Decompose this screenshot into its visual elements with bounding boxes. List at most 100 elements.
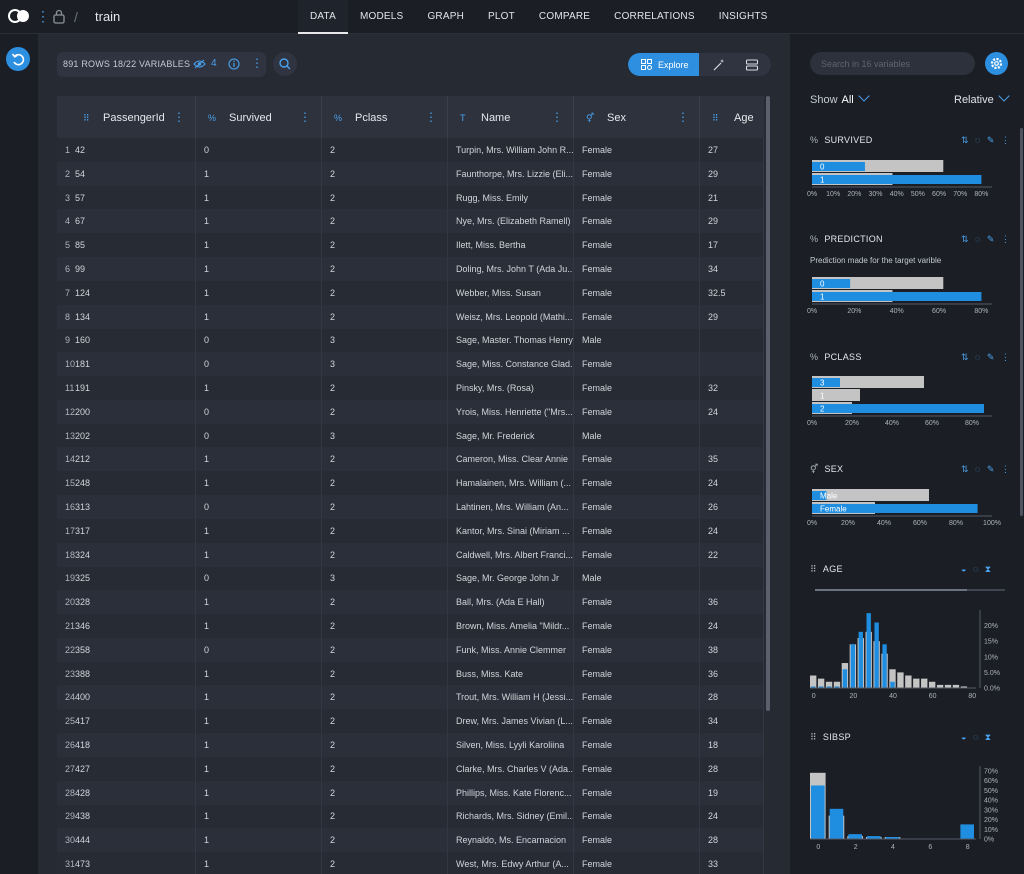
table-row[interactable]: 20 328 1 2 Ball, Mrs. (Ada E Hall) Female 36 bbox=[57, 590, 764, 615]
table-cell[interactable]: 1 bbox=[196, 852, 322, 874]
table-cell[interactable]: 57 bbox=[75, 185, 196, 210]
table-cell[interactable]: 21 bbox=[700, 185, 764, 210]
table-cell[interactable]: Drew, Mrs. James Vivian (L... bbox=[448, 709, 574, 734]
table-cell[interactable]: 212 bbox=[75, 447, 196, 472]
table-cell[interactable]: Turpin, Mrs. William John R... bbox=[448, 138, 574, 162]
table-cell[interactable]: Pinsky, Mrs. (Rosa) bbox=[448, 376, 574, 400]
table-row[interactable]: 7 124 1 2 Webber, Miss. Susan Female 32.5 bbox=[57, 280, 764, 305]
table-row[interactable]: 3 57 1 2 Rugg, Miss. Emily Female 21 bbox=[57, 185, 764, 210]
table-row[interactable]: 11 191 1 2 Pinsky, Mrs. (Rosa) Female 32 bbox=[57, 376, 764, 400]
table-cell[interactable]: 438 bbox=[75, 804, 196, 829]
table-row[interactable]: 16 313 0 2 Lahtinen, Mrs. William (An... Fema… bbox=[57, 495, 764, 519]
table-cell[interactable]: 2 bbox=[322, 804, 448, 829]
info-icon[interactable] bbox=[228, 58, 240, 70]
table-cell[interactable]: 1 bbox=[196, 685, 322, 710]
tab-models[interactable]: MODELS bbox=[360, 11, 404, 22]
table-row[interactable]: 23 388 1 2 Buss, Miss. Kate Female 36 bbox=[57, 661, 764, 686]
table-cell[interactable]: Webber, Miss. Susan bbox=[448, 280, 574, 305]
table-cell[interactable]: 400 bbox=[75, 685, 196, 710]
table-cell[interactable]: 0 bbox=[196, 328, 322, 353]
table-cell[interactable]: 134 bbox=[75, 304, 196, 329]
tab-graph[interactable]: GRAPH bbox=[427, 11, 464, 22]
table-cell[interactable]: Female bbox=[574, 161, 700, 186]
table-cell[interactable]: 54 bbox=[75, 161, 196, 186]
table-cell[interactable]: 2 bbox=[322, 756, 448, 781]
table-cell[interactable]: 24 bbox=[700, 614, 764, 638]
table-cell[interactable]: 2 bbox=[322, 447, 448, 472]
table-cell[interactable]: Rugg, Miss. Emily bbox=[448, 185, 574, 210]
table-cell[interactable]: 388 bbox=[75, 661, 196, 686]
table-cell[interactable]: 36 bbox=[700, 661, 764, 686]
table-cell[interactable]: 18 bbox=[700, 733, 764, 757]
table-cell[interactable]: 1 bbox=[196, 518, 322, 543]
tab-insights[interactable]: INSIGHTS bbox=[718, 11, 768, 22]
table-row[interactable]: 14 212 1 2 Cameron, Miss. Clear Annie Female 3… bbox=[57, 447, 764, 472]
table-cell[interactable]: 0 bbox=[196, 566, 322, 591]
table-row[interactable]: 26 418 1 2 Silven, Miss. Lyyli Karoliina Fema… bbox=[57, 733, 764, 757]
table-cell[interactable]: 2 bbox=[322, 257, 448, 281]
table-row[interactable]: 30 444 1 2 Reynaldo, Ms. Encarnacion Female 28 bbox=[57, 828, 764, 853]
table-cell[interactable]: 1 bbox=[196, 447, 322, 472]
table-cell[interactable]: 0 bbox=[196, 399, 322, 424]
table-row[interactable]: 13 202 0 3 Sage, Mr. Frederick Male bbox=[57, 423, 764, 448]
scale-selector[interactable]: Relative bbox=[954, 90, 1010, 106]
undo-button[interactable] bbox=[6, 47, 30, 71]
table-cell[interactable]: 2 bbox=[322, 852, 448, 874]
dataset-summary-chip[interactable]: 891 ROWS 18/22 VARIABLES 4 ⋮ bbox=[57, 52, 266, 77]
table-cell[interactable]: 2 bbox=[322, 161, 448, 186]
table-cell[interactable]: 26 bbox=[700, 495, 764, 519]
table-cell[interactable] bbox=[700, 566, 764, 591]
table-cell[interactable]: 328 bbox=[75, 590, 196, 615]
table-cell[interactable]: Hamalainen, Mrs. William (... bbox=[448, 471, 574, 496]
table-cell[interactable]: Ilett, Miss. Bertha bbox=[448, 233, 574, 258]
table-cell[interactable]: Female bbox=[574, 185, 700, 210]
table-row[interactable]: 15 248 1 2 Hamalainen, Mrs. William (... Fema… bbox=[57, 471, 764, 496]
table-cell[interactable]: Clarke, Mrs. Charles V (Ada... bbox=[448, 756, 574, 781]
table-cell[interactable]: Nye, Mrs. (Elizabeth Ramell) bbox=[448, 209, 574, 234]
col-header-name[interactable]: T Name ⋮ bbox=[448, 96, 574, 138]
table-row[interactable]: 29 438 1 2 Richards, Mrs. Sidney (Emil... Fem… bbox=[57, 804, 764, 829]
variable-actions[interactable]: ◒ ◌ ⧗ bbox=[961, 564, 994, 574]
table-cell[interactable]: Reynaldo, Ms. Encarnacion bbox=[448, 828, 574, 853]
variable-actions[interactable]: ◒ ◌ ⧗ bbox=[961, 732, 994, 742]
dataset-menu-kebab-icon[interactable]: ⋮ bbox=[251, 56, 263, 70]
table-cell[interactable]: Female bbox=[574, 304, 700, 329]
table-row[interactable]: 28 428 1 2 Phillips, Miss. Kate Florenc... Fe… bbox=[57, 780, 764, 805]
column-menu-kebab-icon[interactable]: ⋮ bbox=[299, 110, 311, 124]
table-row[interactable]: 22 358 0 2 Funk, Miss. Annie Clemmer Female 38 bbox=[57, 637, 764, 662]
table-cell[interactable]: West, Mrs. Edwy Arthur (A... bbox=[448, 852, 574, 874]
table-cell[interactable]: Female bbox=[574, 661, 700, 686]
table-cell[interactable]: 2 bbox=[322, 471, 448, 496]
table-row[interactable]: 24 400 1 2 Trout, Mrs. William H (Jessi... Fe… bbox=[57, 685, 764, 710]
table-row[interactable]: 19 325 0 3 Sage, Mr. George John Jr Male bbox=[57, 566, 764, 591]
table-cell[interactable]: 35 bbox=[700, 447, 764, 472]
explore-mode-button[interactable]: Explore bbox=[628, 53, 699, 76]
rows-view-icon[interactable] bbox=[745, 58, 759, 72]
table-cell[interactable]: Sage, Mr. George John Jr bbox=[448, 566, 574, 591]
table-cell[interactable]: 1 bbox=[196, 709, 322, 734]
col-header-pclass[interactable]: % Pclass ⋮ bbox=[322, 96, 448, 138]
table-cell[interactable] bbox=[700, 423, 764, 448]
table-cell[interactable]: 248 bbox=[75, 471, 196, 496]
table-cell[interactable]: 2 bbox=[322, 138, 448, 162]
table-cell[interactable]: Female bbox=[574, 709, 700, 734]
table-cell[interactable]: 3 bbox=[322, 328, 448, 353]
table-scrollbar[interactable] bbox=[766, 96, 770, 711]
table-cell[interactable]: 2 bbox=[322, 828, 448, 853]
table-cell[interactable]: Yrois, Miss. Henriette ("Mrs... bbox=[448, 399, 574, 424]
table-cell[interactable]: Male bbox=[574, 423, 700, 448]
table-cell[interactable]: Female bbox=[574, 495, 700, 519]
panel-settings-button[interactable] bbox=[985, 52, 1008, 75]
table-cell[interactable]: 2 bbox=[322, 304, 448, 329]
table-cell[interactable]: 2 bbox=[322, 780, 448, 805]
table-cell[interactable]: 19 bbox=[700, 780, 764, 805]
table-cell[interactable]: 0 bbox=[196, 352, 322, 377]
table-cell[interactable] bbox=[700, 352, 764, 377]
table-cell[interactable]: 2 bbox=[322, 590, 448, 615]
table-cell[interactable]: Female bbox=[574, 804, 700, 829]
table-cell[interactable]: Weisz, Mrs. Leopold (Mathi... bbox=[448, 304, 574, 329]
table-cell[interactable]: Female bbox=[574, 614, 700, 638]
table-row[interactable]: 27 427 1 2 Clarke, Mrs. Charles V (Ada... Fem… bbox=[57, 756, 764, 781]
table-cell[interactable]: Female bbox=[574, 756, 700, 781]
table-row[interactable]: 2 54 1 2 Faunthorpe, Mrs. Lizzie (Eli... Fema… bbox=[57, 161, 764, 186]
